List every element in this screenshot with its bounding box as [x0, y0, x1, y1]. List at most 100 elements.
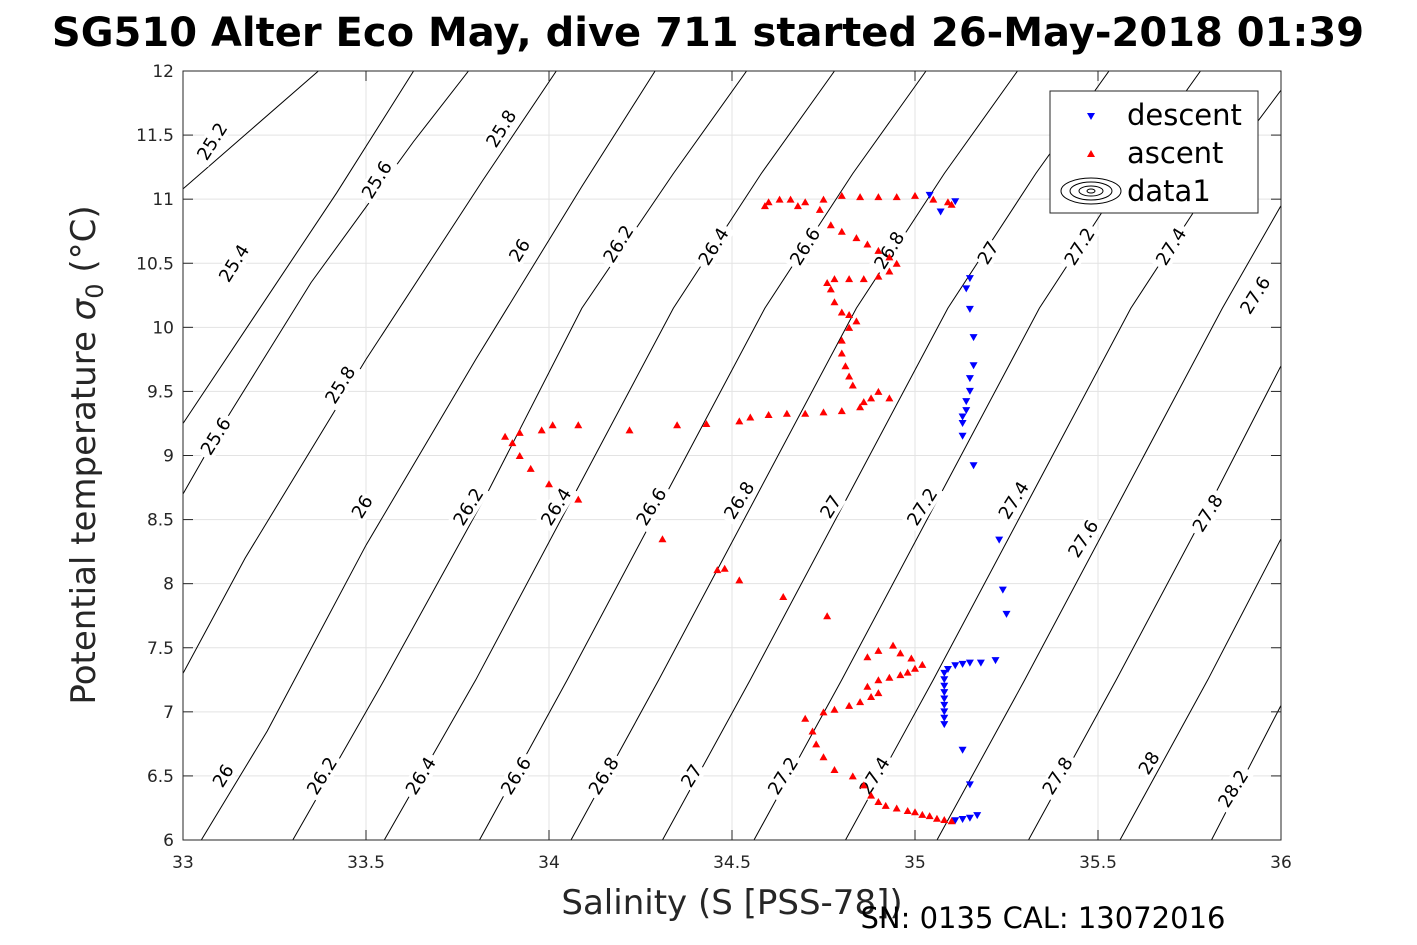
- isopycnal-line: [1119, 538, 1281, 840]
- ascent-point: [830, 275, 839, 283]
- ascent-point: [764, 410, 773, 418]
- ascent-point: [501, 432, 510, 440]
- descent-point: [958, 419, 967, 427]
- legend-box: [1049, 90, 1259, 214]
- descent-point: [991, 657, 1000, 665]
- legend-data1-label: data1: [1127, 174, 1211, 208]
- ascent-point: [764, 198, 773, 206]
- ascent-point: [782, 409, 791, 417]
- ascent-point: [837, 191, 846, 199]
- legend-descent-label: descent: [1127, 98, 1242, 132]
- ascent-point: [943, 198, 952, 206]
- legend-ascent-marker: [1087, 150, 1095, 157]
- contour-label-bg: [207, 759, 239, 793]
- ascent-point: [848, 772, 857, 780]
- descent-point: [940, 689, 949, 697]
- contour-label-bg: [1186, 487, 1229, 539]
- contour-label-bg: [597, 218, 640, 270]
- ascent-point: [845, 311, 854, 319]
- descent-point: [951, 662, 960, 670]
- contour-label-bg: [868, 224, 911, 277]
- contour-label-bg: [784, 220, 827, 273]
- contour-label-bg: [1036, 750, 1079, 802]
- descent-point: [940, 676, 949, 684]
- descent-point: [958, 815, 967, 823]
- ascent-point: [856, 403, 865, 411]
- descent-point: [958, 746, 967, 754]
- y-tick-label: 11: [152, 190, 174, 210]
- descent-point: [998, 586, 1007, 594]
- contour-label-bg: [1058, 220, 1101, 273]
- descent-point: [940, 708, 949, 716]
- ascent-point: [856, 193, 865, 201]
- isopycnal-line: [662, 71, 1110, 840]
- y-axis-label-main: Potential temperature: [64, 320, 104, 704]
- contour-label-bg: [582, 750, 626, 802]
- ascent-point: [658, 535, 667, 543]
- ascent-point: [907, 654, 916, 662]
- ascent-point: [841, 362, 850, 370]
- contour-label-bg: [992, 474, 1035, 527]
- contour-label-bg: [815, 490, 847, 524]
- descent-point: [962, 407, 971, 415]
- ascent-point: [874, 676, 883, 684]
- ascent-point: [932, 814, 941, 822]
- y-axis-label-unit: (°C): [64, 205, 104, 283]
- ascent-point: [885, 267, 894, 275]
- ascent-point: [837, 336, 846, 344]
- descent-point: [940, 714, 949, 722]
- ascent-point: [779, 592, 788, 600]
- ascent-point: [545, 480, 553, 488]
- ascent-point: [867, 791, 876, 799]
- descent-point: [951, 198, 960, 206]
- ascent-point: [881, 801, 890, 809]
- ascent-point: [808, 727, 817, 735]
- ascent-point: [874, 193, 883, 201]
- ascent-point: [848, 381, 857, 389]
- chart-title: SG510 Alter Eco May, dive 711 started 26…: [52, 10, 1364, 56]
- ascent-point: [735, 417, 744, 425]
- y-tick-label: 7: [163, 703, 174, 723]
- ascent-point: [863, 240, 872, 248]
- ascent-point: [863, 653, 872, 661]
- contour-label-bg: [355, 154, 399, 206]
- ascent-point: [874, 272, 883, 280]
- ascent-point: [892, 259, 901, 267]
- isopycnal-line: [200, 71, 656, 840]
- ascent-point: [925, 812, 934, 820]
- contour-label-bg: [535, 481, 578, 533]
- x-axis-label: Salinity (S [PSS-78]): [561, 883, 902, 923]
- x-tick-label: 33: [172, 853, 194, 873]
- descent-point: [958, 660, 967, 668]
- ascent-point: [760, 202, 769, 210]
- ascent-point: [823, 612, 832, 620]
- ascent-point: [845, 275, 854, 283]
- ascent-point: [867, 692, 876, 700]
- ascent-point: [918, 810, 927, 818]
- ascent-point: [823, 278, 832, 286]
- ascent-point: [896, 649, 905, 657]
- y-tick-label: 12: [152, 62, 174, 82]
- descent-point: [958, 413, 967, 421]
- ascent-point: [874, 798, 883, 806]
- ascent-point: [845, 323, 854, 331]
- ascent-point: [837, 227, 846, 235]
- y-axis-label-sigma: σ: [64, 297, 104, 320]
- ascent-point: [911, 664, 919, 672]
- descent-point: [965, 305, 974, 313]
- legend-contour-marker: [1060, 177, 1122, 205]
- ascent-point: [947, 200, 956, 208]
- contour-label-bg: [692, 220, 735, 273]
- ascent-point: [801, 198, 810, 206]
- contour-label-bg: [853, 750, 896, 802]
- y-tick-label: 7.5: [147, 639, 174, 659]
- x-tick-label: 35: [904, 853, 926, 873]
- ascent-point: [867, 394, 876, 402]
- descent-point: [940, 669, 949, 677]
- ascent-point: [863, 682, 872, 690]
- descent-point: [940, 701, 949, 709]
- contour-label-bg: [191, 115, 234, 168]
- ascent-point: [735, 576, 744, 584]
- contour-label-bg: [504, 234, 536, 267]
